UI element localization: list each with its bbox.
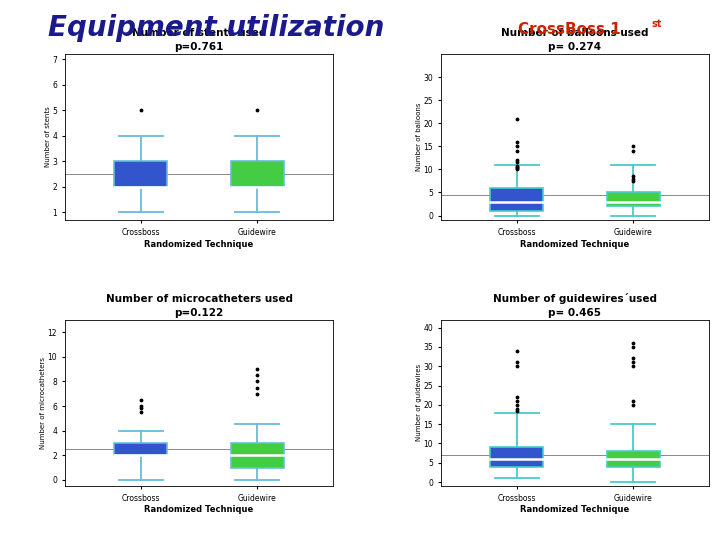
Title: Number of balloons used
p= 0.274: Number of balloons used p= 0.274	[501, 28, 649, 52]
X-axis label: Randomized Technique: Randomized Technique	[145, 240, 253, 248]
Bar	[114, 161, 167, 187]
Title: Number of microcatheters used
p=0.122: Number of microcatheters used p=0.122	[106, 294, 292, 318]
Bar	[231, 161, 284, 187]
Text: st: st	[652, 19, 662, 29]
X-axis label: Randomized Technique: Randomized Technique	[521, 505, 629, 515]
Bar	[114, 443, 167, 455]
Y-axis label: Number of stents: Number of stents	[45, 107, 51, 167]
Text: CrossBoss 1: CrossBoss 1	[518, 22, 621, 37]
Bar	[607, 451, 660, 467]
X-axis label: Randomized Technique: Randomized Technique	[521, 240, 629, 248]
Y-axis label: Number of microcatheters: Number of microcatheters	[40, 357, 46, 449]
Bar	[490, 188, 543, 211]
Title: Number of guidewires´used
p= 0.465: Number of guidewires´used p= 0.465	[493, 293, 657, 318]
Bar	[231, 443, 284, 468]
Bar	[490, 447, 543, 467]
X-axis label: Randomized Technique: Randomized Technique	[145, 505, 253, 515]
Y-axis label: Number of guidewires: Number of guidewires	[416, 364, 422, 442]
Title: Number of stents used
p=0.761: Number of stents used p=0.761	[132, 28, 266, 52]
Y-axis label: Number of balloons: Number of balloons	[416, 103, 422, 171]
Bar	[607, 192, 660, 206]
Text: Equipment utilization: Equipment utilization	[48, 14, 384, 42]
